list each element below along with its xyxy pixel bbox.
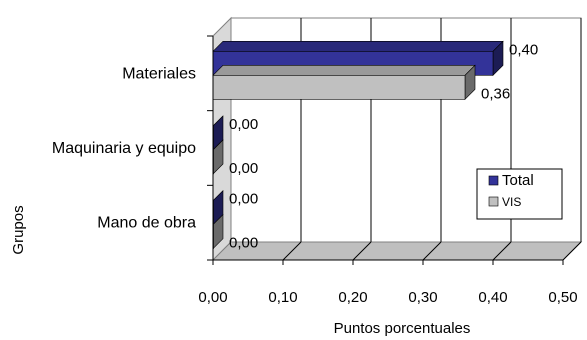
legend-label: Total: [502, 172, 534, 189]
data-label: 0,40: [509, 41, 538, 58]
gridline-floor: [352, 241, 372, 261]
data-label: 0,36: [481, 85, 510, 102]
y-axis-title: Grupos: [10, 205, 27, 254]
data-labels: 0,40 0,36 0,00 0,00 0,00 0,00: [229, 41, 538, 251]
x-tick-label: 0,00: [198, 289, 227, 306]
legend-swatch: [488, 196, 499, 207]
gridline-floor: [282, 241, 302, 261]
bar-vis-1: [212, 64, 476, 101]
legend-swatch: [488, 175, 499, 186]
x-axis-title: Puntos porcentuales: [334, 320, 471, 337]
category-label: Materiales: [122, 65, 196, 82]
data-label: 0,00: [229, 116, 258, 133]
floor: [211, 241, 583, 261]
category-label: Mano de obra: [97, 215, 196, 232]
bars: [212, 40, 504, 250]
x-tick-label: 0,10: [268, 289, 297, 306]
axes: Materiales Maquinaria y equipo Mano de obr…: [52, 35, 578, 306]
x-tick-label: 0,30: [408, 289, 437, 306]
x-tick-label: 0,50: [548, 289, 577, 306]
x-tick-label: 0,40: [478, 289, 507, 306]
x-tick-label: 0,20: [338, 289, 367, 306]
legend: Total VIS: [476, 168, 563, 220]
data-label: 0,00: [229, 191, 258, 208]
legend-label: VIS: [502, 195, 521, 209]
gridline-floor: [422, 241, 442, 261]
category-label: Maquinaria y equipo: [52, 140, 196, 157]
gridline-floor: [492, 241, 512, 261]
data-label: 0,00: [229, 235, 258, 252]
data-label: 0,00: [229, 160, 258, 177]
gridline-floor: [562, 241, 582, 261]
